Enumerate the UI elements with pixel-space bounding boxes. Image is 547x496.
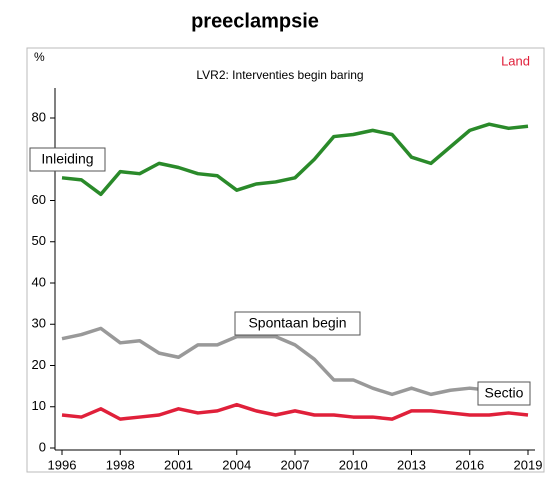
x-tick-label: 2004 [222,457,251,472]
chart-title: preeclampsie [191,10,319,32]
y-tick-label: 30 [32,316,46,331]
series-label: Sectio [485,385,524,401]
x-tick-label: 2016 [455,457,484,472]
y-tick-label: 10 [32,398,46,413]
chart-subtitle: LVR2: Interventies begin baring [196,68,363,82]
y-tick-label: 40 [32,274,46,289]
y-tick-label: 20 [32,357,46,372]
series-label: Spontaan begin [248,315,346,331]
x-tick-label: 2019 [514,457,543,472]
series-label-box [477,381,531,406]
series-line [61,402,529,421]
y-tick-label: 60 [32,192,46,207]
series-line [61,326,528,397]
y-tick-label: 80 [32,109,46,124]
annotation: Land [501,53,530,68]
chart-frame [26,47,545,473]
y-tick-label: 0 [39,439,46,454]
series-line [61,122,529,197]
x-tick-label: 2010 [339,457,368,472]
y-tick-label: 50 [32,233,46,248]
series-label-box [29,147,106,172]
x-tick-label: 1998 [106,457,135,472]
x-tick-label: 2001 [164,457,193,472]
series-label-box [234,311,361,336]
x-tick-label: 2007 [281,457,310,472]
x-tick-label: 1996 [48,457,77,472]
series-label: Inleiding [41,151,93,167]
y-axis-label: % [34,50,45,64]
x-tick-label: 2013 [397,457,426,472]
